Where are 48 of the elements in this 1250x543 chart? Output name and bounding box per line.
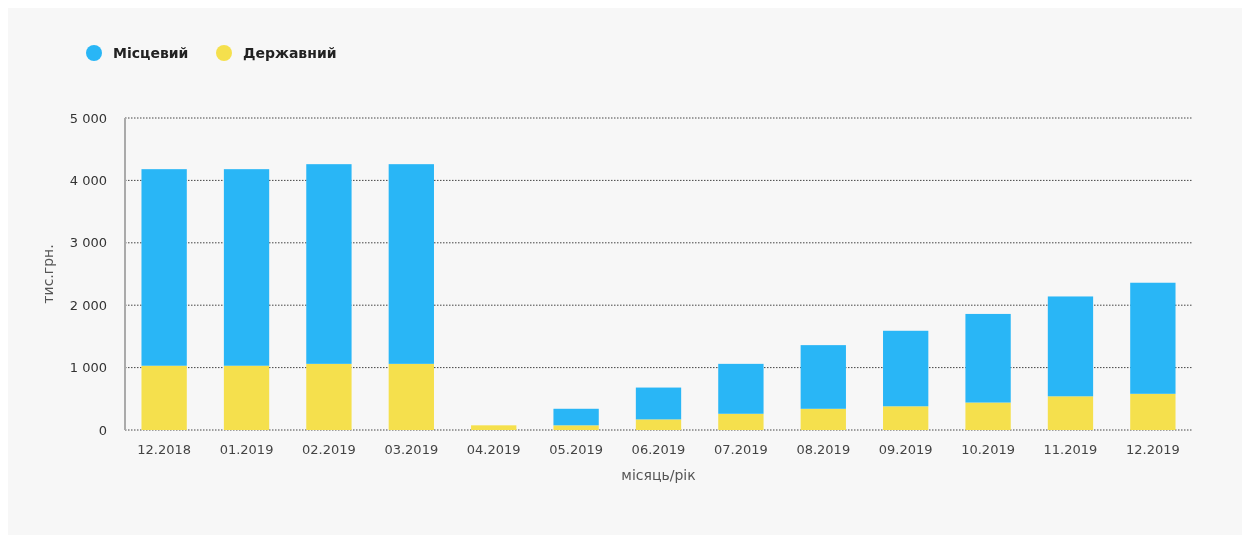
y-tick-label: 4 000 [69,172,107,188]
y-tick-label: 2 000 [69,297,107,313]
bar [800,345,846,409]
bar [388,363,434,430]
y-tick-label: 5 000 [69,110,107,126]
bar [965,313,1011,403]
x-tick-label: 07.2019 [714,442,768,457]
bar [965,402,1011,430]
x-tick-label: 12.2018 [137,442,192,457]
bar [553,408,599,426]
y-tick-label: 3 000 [69,235,107,251]
bar [306,363,352,430]
bar [471,425,517,430]
bar [141,169,187,366]
bar [1047,396,1094,430]
x-tick-label: 09.2019 [878,442,933,457]
y-tick-label: 1 000 [69,360,107,376]
x-tick-label: 01.2019 [219,442,274,457]
bar [800,408,846,430]
bar [1130,393,1176,430]
x-tick-label: 10.2019 [961,442,1015,457]
x-tick-label: 06.2019 [631,442,686,457]
x-tick-label: 05.2019 [549,442,603,457]
x-axis-title: місяць/рік [621,467,696,483]
bar [883,406,929,430]
bar [388,164,434,364]
bar [1130,282,1176,394]
x-tick-label: 11.2019 [1043,442,1098,457]
bar [223,169,270,366]
legend-label: Державний [243,44,337,61]
bar [306,164,352,364]
bar [718,363,764,414]
bar [635,387,682,420]
y-tick-label: 0 [98,422,107,438]
x-tick-label: 04.2019 [466,442,521,457]
bar [223,365,270,430]
bar [718,413,764,430]
x-tick-label: 08.2019 [796,442,851,457]
legend-label: Місцевий [113,44,189,61]
y-axis-title: тис.грн. [40,244,56,304]
x-tick-label: 12.2019 [1125,442,1180,457]
x-tick-label: 02.2019 [302,442,356,457]
x-tick-label: 03.2019 [384,442,439,457]
bar [883,330,929,407]
bar [635,419,682,430]
bar [553,425,599,430]
bar [141,365,187,430]
bar [1047,296,1094,397]
